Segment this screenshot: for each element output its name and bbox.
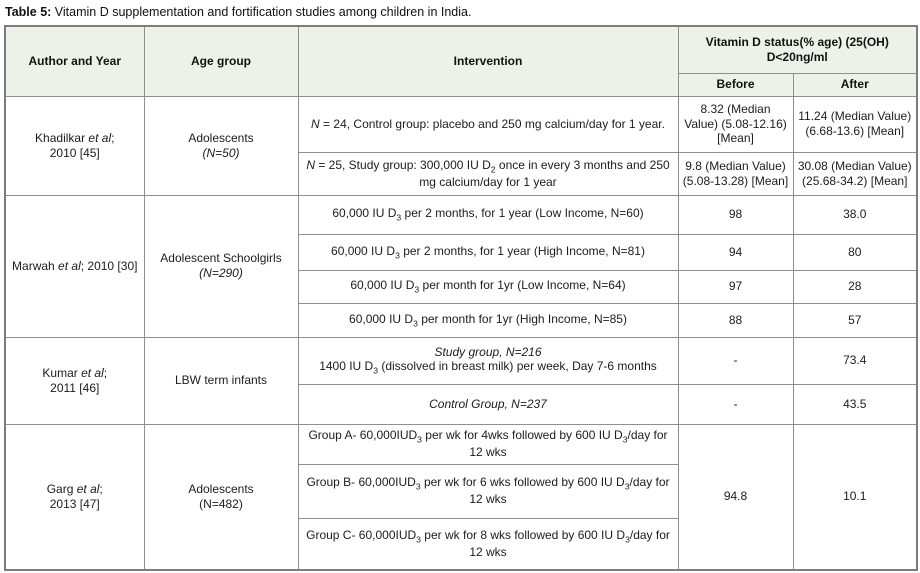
intervention-cell: N = 25, Study group: 300,000 IU D2 once … — [297, 151, 679, 196]
before-cell: 94.8 — [677, 423, 794, 571]
table-row: Kumar et al; 2011 [46] LBW term infants S… — [4, 336, 918, 425]
after-cell: 28 — [792, 269, 918, 304]
intervention-cell: 60,000 IU D3 per month for 1yr (Low Inco… — [297, 269, 679, 304]
age-group-cell: Adolescent Schoolgirls (N=290) — [143, 194, 299, 338]
vitamin-d-studies-table: Author and Year Age group Intervention V… — [4, 25, 918, 571]
table-caption: Table 5: Vitamin D supplementation and f… — [0, 0, 920, 21]
intervention-cell: Group A- 60,000IUD3 per wk for 4wks foll… — [297, 423, 679, 465]
author-cell: Kumar et al; 2011 [46] — [4, 336, 145, 425]
intervention-cell: 60,000 IU D3 per 2 months, for 1 year (L… — [297, 194, 679, 235]
age-group-cell: Adolescents (N=50) — [143, 95, 299, 196]
intervention-cell: 60,000 IU D3 per 2 months, for 1 year (H… — [297, 233, 679, 271]
author-cell: Marwah et al; 2010 [30] — [4, 194, 145, 338]
col-header-after: After — [792, 72, 918, 97]
author-cell: Khadilkar et al; 2010 [45] — [4, 95, 145, 196]
table-row: Control Group, N=237 - 43.5 — [5, 383, 918, 425]
after-cell: 73.4 — [792, 336, 918, 385]
after-cell: 11.24 (Median Value) (6.68-13.6) [Mean] — [792, 95, 918, 153]
age-group-cell: Adolescents (N=482) — [143, 423, 299, 571]
col-header-vitamin-d-status: Vitamin D status(% age) (25(OH) D<20ng/m… — [677, 25, 918, 74]
after-cell: 30.08 (Median Value) (25.68-34.2) [Mean] — [792, 151, 918, 196]
before-cell: - — [677, 383, 794, 425]
intervention-cell: N = 24, Control group: placebo and 250 m… — [297, 95, 679, 153]
intervention-cell: Control Group, N=237 — [297, 383, 679, 425]
table-row: 60,000 IU D3 per month for 1yr (High Inc… — [5, 302, 918, 338]
table-row: Marwah et al; 2010 [30] Adolescent Schoo… — [4, 194, 918, 338]
caption-text: Vitamin D supplementation and fortificat… — [51, 5, 472, 19]
caption-label: Table 5: — [5, 5, 52, 19]
intervention-cell: Group C- 60,000IUD3 per wk for 8 wks fol… — [297, 517, 679, 571]
after-cell: 80 — [792, 233, 918, 271]
after-cell: 38.0 — [792, 194, 918, 235]
col-header-intervention: Intervention — [297, 25, 679, 97]
before-cell: 98 — [677, 194, 794, 235]
after-cell: 43.5 — [792, 383, 918, 425]
before-cell: 9.8 (Median Value) (5.08-13.28) [Mean] — [677, 151, 794, 196]
table-row: Garg et al; 2013 [47] Adolescents (N=482) … — [4, 423, 918, 571]
col-header-before: Before — [677, 72, 794, 97]
table-row: Group C- 60,000IUD3 per wk for 8 wks fol… — [5, 517, 917, 571]
age-group-cell: LBW term infants — [143, 336, 299, 425]
table-row: 60,000 IU D3 per month for 1yr (Low Inco… — [5, 269, 918, 304]
after-cell: 57 — [792, 302, 918, 338]
author-cell: Garg et al; 2013 [47] — [4, 423, 145, 571]
table-row: Khadilkar et al; 2010 [45] Adolescents (N=… — [4, 95, 918, 196]
table-row: Group B- 60,000IUD3 per wk for 6 wks fol… — [5, 463, 917, 519]
intervention-cell: Study group, N=216 1400 IU D3 (dissolved … — [297, 336, 679, 385]
intervention-cell: 60,000 IU D3 per month for 1yr (High Inc… — [297, 302, 679, 338]
intervention-cell: Group B- 60,000IUD3 per wk for 6 wks fol… — [297, 463, 679, 519]
after-cell: 10.1 — [792, 423, 918, 571]
header-row-1: Author and Year Age group Intervention V… — [4, 25, 918, 97]
before-cell: - — [677, 336, 794, 385]
before-cell: 97 — [677, 269, 794, 304]
table-row: 60,000 IU D3 per 2 months, for 1 year (H… — [5, 233, 918, 271]
before-cell: 8.32 (Median Value) (5.08-12.16) [Mean] — [677, 95, 794, 153]
col-header-author-and-year: Author and Year — [4, 25, 145, 97]
table-row: N = 25, Study group: 300,000 IU D2 once … — [5, 151, 918, 196]
before-cell: 88 — [677, 302, 794, 338]
before-cell: 94 — [677, 233, 794, 271]
col-header-age-group: Age group — [143, 25, 299, 97]
